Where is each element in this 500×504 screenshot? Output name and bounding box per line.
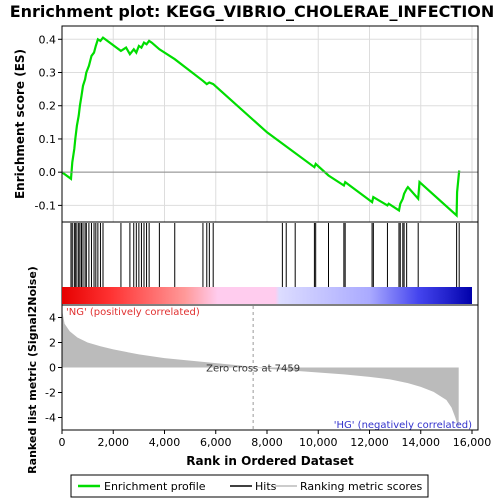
es-y-tick-label: 0.4 — [39, 33, 57, 46]
ranking-heatbar — [62, 287, 472, 304]
metric-y-tick-label: -4 — [45, 412, 56, 425]
es-y-tick-label: 0.2 — [39, 100, 57, 113]
es-grid — [61, 26, 478, 222]
es-y-label: Enrichment score (ES) — [13, 49, 27, 199]
x-tick-label: 8,000 — [251, 436, 283, 449]
x-tick-label: 10,000 — [299, 436, 338, 449]
chart-title: Enrichment plot: KEGG_VIBRIO_CHOLERAE_IN… — [10, 2, 495, 21]
metric-y-label: Ranked list metric (Signal2Noise) — [26, 266, 39, 474]
positive-label: 'NG' (positively correlated) — [66, 307, 200, 318]
es-y-tick-label: 0.1 — [39, 133, 57, 146]
zero-cross-label: Zero cross at 7459 — [206, 364, 300, 375]
x-axis-label: Rank in Ordered Dataset — [186, 454, 354, 468]
legend-label-metric: Ranking metric scores — [300, 480, 422, 493]
x-tick-label: 2,000 — [98, 436, 130, 449]
es-y-tick-label: 0.3 — [39, 67, 57, 80]
metric-y-ticks: -4 -2 0 2 4 — [45, 312, 62, 425]
es-y-tick-label: -0.1 — [35, 199, 56, 212]
es-y-ticks: -0.1 0.0 0.1 0.2 0.3 0.4 — [35, 33, 62, 212]
x-tick-label: 0 — [59, 436, 66, 449]
metric-y-tick-label: 0 — [49, 362, 56, 375]
metric-frame — [61, 304, 479, 431]
x-axis-ticks: 0 2,000 4,000 6,000 8,000 10,000 12,000 14,000 1… — [59, 430, 492, 449]
es-panel: -0.1 0.0 0.1 0.2 0.3 0.4 Enrichment score (ES… — [13, 25, 479, 223]
es-frame — [61, 25, 479, 223]
x-tick-label: 6,000 — [200, 436, 232, 449]
ranking-metric-area — [62, 310, 459, 429]
metric-panel: -4 -2 0 2 4 Zero cross at 7459 'NG' (positiv… — [26, 266, 479, 474]
metric-y-tick-label: 2 — [49, 337, 56, 350]
x-tick-label: 14,000 — [402, 436, 441, 449]
hits-group — [70, 223, 460, 287]
legend-label-enrichment: Enrichment profile — [104, 480, 206, 493]
heatbar — [62, 287, 472, 304]
metric-y-tick-label: 4 — [49, 312, 56, 325]
metric-y-tick-label: -2 — [45, 387, 56, 400]
es-y-tick-label: 0.0 — [39, 166, 57, 179]
x-tick-label: 12,000 — [350, 436, 389, 449]
hits-panel — [61, 221, 479, 306]
legend-label-hits: Hits — [255, 480, 277, 493]
enrichment-profile-line — [62, 36, 461, 218]
negative-label: 'HG' (negatively correlated) — [334, 420, 472, 431]
legend: Enrichment profile Hits Ranking metric s… — [70, 474, 429, 498]
x-tick-label: 4,000 — [149, 436, 181, 449]
x-tick-label: 16,000 — [453, 436, 492, 449]
